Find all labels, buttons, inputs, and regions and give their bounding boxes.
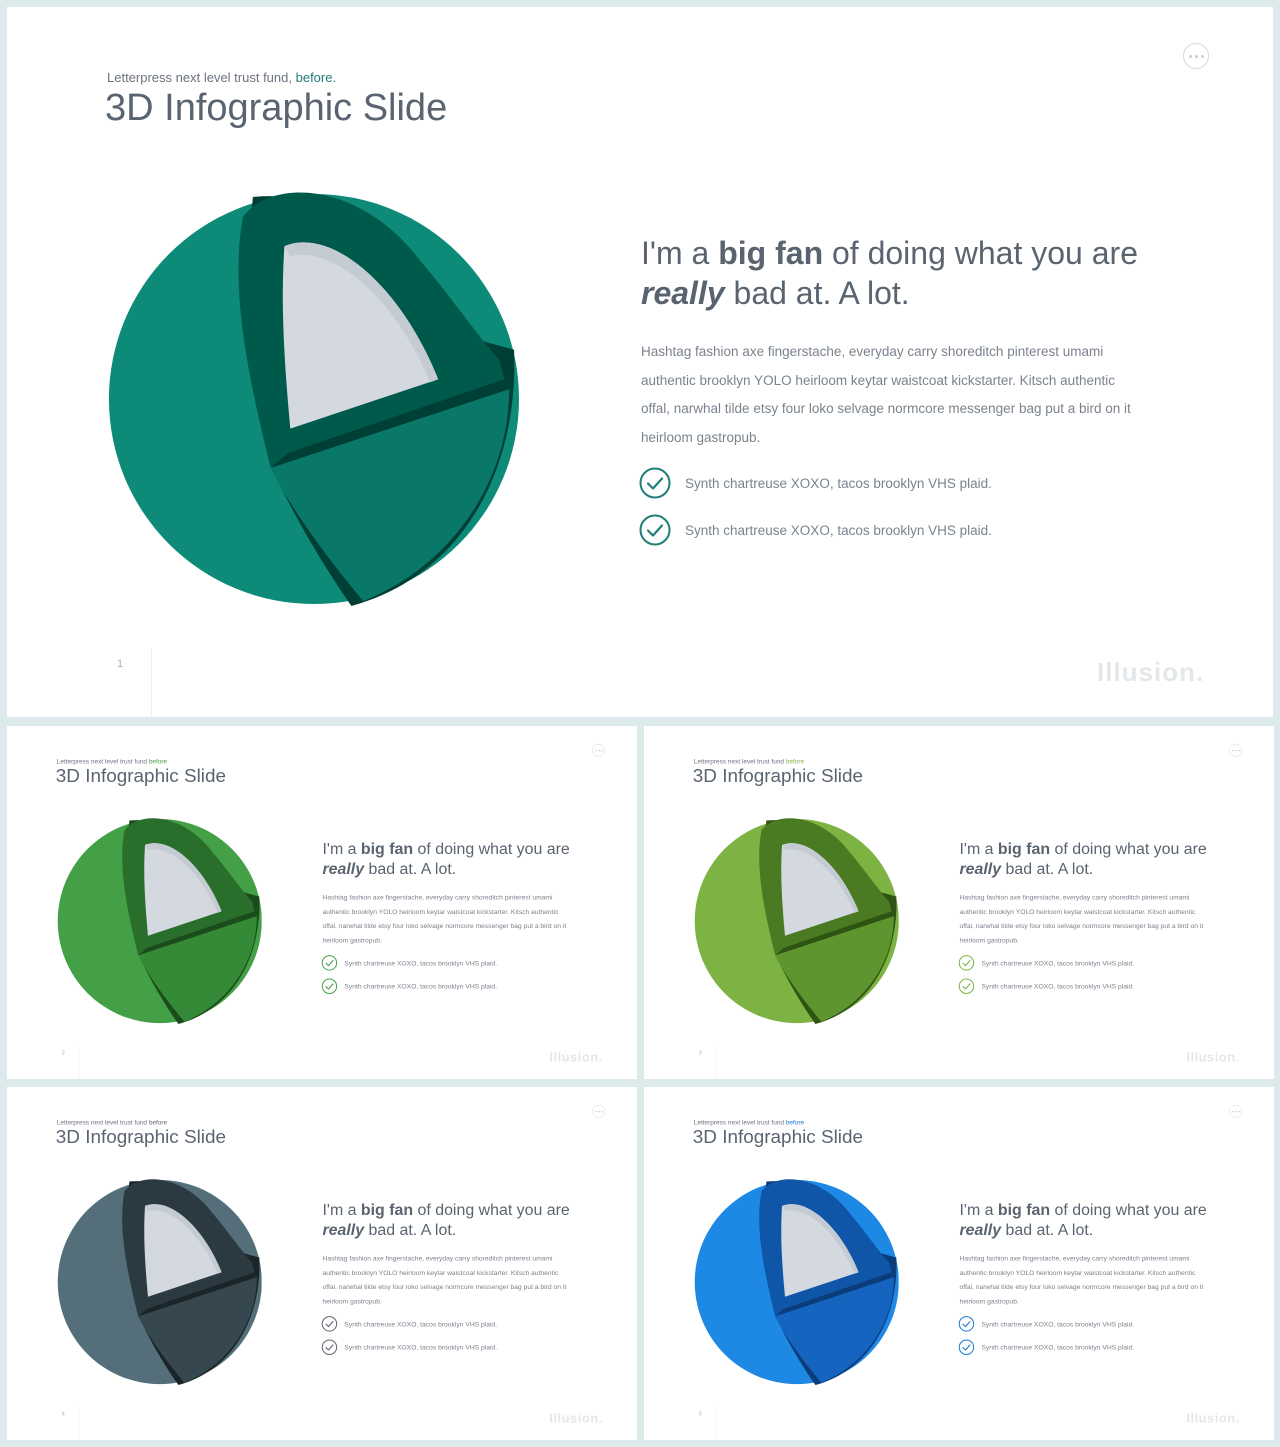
slide-subtitle: Letterpress next level trust fund before [693, 757, 805, 765]
page-number: 3 [698, 1049, 702, 1056]
sphere-cutaway-graphic [57, 1179, 262, 1386]
slide-2[interactable]: Letterpress next level trust fund before… [7, 726, 637, 1079]
check-circle-icon [321, 1316, 338, 1332]
headline: I'm a big fan of doing what you are real… [322, 1200, 570, 1239]
more-options-icon[interactable] [1183, 43, 1209, 69]
more-options-icon[interactable] [1229, 1104, 1243, 1118]
checklist-item-label: Synth chartreuse XOXO, tacos brooklyn VH… [981, 982, 1135, 990]
page-number: 2 [61, 1049, 65, 1056]
footer-divider [151, 648, 152, 717]
check-circle-icon [958, 1316, 975, 1332]
checklist-item-label: Synth chartreuse XOXO, tacos brooklyn VH… [344, 1343, 498, 1351]
sphere-cutaway-graphic [694, 1179, 899, 1386]
headline: I'm a big fan of doing what you are real… [641, 235, 1138, 311]
more-options-icon[interactable] [592, 1104, 606, 1118]
slide-title: 3D Infographic Slide [692, 765, 864, 787]
body-text: Hashtag fashion axe fingerstache, everyd… [959, 893, 1204, 944]
brand-logo: Illusion. [549, 1049, 603, 1065]
checklist-item: Synth chartreuse XOXO, tacos brooklyn VH… [958, 978, 1134, 994]
slide-subtitle: Letterpress next level trust fund, befor… [107, 70, 337, 85]
checklist-item-label: Synth chartreuse XOXO, tacos brooklyn VH… [344, 959, 498, 967]
slide-subtitle: Letterpress next level trust fund before [56, 757, 168, 765]
checklist-item: Synth chartreuse XOXO, tacos brooklyn VH… [958, 1316, 1134, 1332]
body-text: Hashtag fashion axe fingerstache, everyd… [641, 344, 1131, 445]
checklist-item: Synth chartreuse XOXO, tacos brooklyn VH… [639, 514, 992, 546]
slide-1[interactable]: Letterpress next level trust fund, befor… [7, 7, 1273, 717]
slide-subtitle: Letterpress next level trust fund before [56, 1118, 168, 1126]
checklist-item-label: Synth chartreuse XOXO, tacos brooklyn VH… [981, 1343, 1135, 1351]
slide-title: 3D Infographic Slide [55, 765, 227, 787]
page-number: 1 [117, 658, 124, 670]
checklist-item-label: Synth chartreuse XOXO, tacos brooklyn VH… [685, 522, 992, 538]
checklist-item: Synth chartreuse XOXO, tacos brooklyn VH… [639, 467, 992, 499]
slide-title: 3D Infographic Slide [692, 1126, 864, 1148]
checklist-item-label: Synth chartreuse XOXO, tacos brooklyn VH… [981, 959, 1135, 967]
sphere-cutaway-graphic [57, 818, 262, 1025]
slide-subtitle: Letterpress next level trust fund before [693, 1118, 805, 1126]
check-circle-icon [321, 978, 338, 994]
check-circle-icon [958, 955, 975, 971]
page-number: 4 [61, 1410, 65, 1417]
headline: I'm a big fan of doing what you are real… [959, 1200, 1207, 1239]
checklist-item-label: Synth chartreuse XOXO, tacos brooklyn VH… [344, 1320, 498, 1328]
check-circle-icon [958, 1339, 975, 1355]
checklist-item-label: Synth chartreuse XOXO, tacos brooklyn VH… [344, 982, 498, 990]
checklist-item: Synth chartreuse XOXO, tacos brooklyn VH… [321, 1339, 497, 1355]
checklist-item: Synth chartreuse XOXO, tacos brooklyn VH… [958, 955, 1134, 971]
slide-title: 3D Infographic Slide [105, 87, 448, 129]
headline: I'm a big fan of doing what you are real… [322, 839, 570, 878]
checklist-item-label: Synth chartreuse XOXO, tacos brooklyn VH… [685, 475, 992, 491]
sphere-cutaway-graphic [694, 818, 899, 1025]
brand-logo: Illusion. [549, 1410, 603, 1426]
check-circle-icon [321, 955, 338, 971]
body-text: Hashtag fashion axe fingerstache, everyd… [322, 1254, 567, 1305]
body-text: Hashtag fashion axe fingerstache, everyd… [322, 893, 567, 944]
check-circle-icon [639, 467, 671, 499]
check-circle-icon [321, 1339, 338, 1355]
checklist-item: Synth chartreuse XOXO, tacos brooklyn VH… [321, 978, 497, 994]
brand-logo: Illusion. [1186, 1410, 1240, 1426]
more-options-icon[interactable] [592, 743, 606, 757]
slide-4[interactable]: Letterpress next level trust fund before… [7, 1087, 637, 1440]
slide-3[interactable]: Letterpress next level trust fund before… [644, 726, 1274, 1079]
checklist-item: Synth chartreuse XOXO, tacos brooklyn VH… [321, 1316, 497, 1332]
sphere-cutaway-graphic [108, 192, 519, 606]
slide-title: 3D Infographic Slide [55, 1126, 227, 1148]
check-circle-icon [639, 514, 671, 546]
brand-logo: Illusion. [1186, 1049, 1240, 1065]
checklist-item: Synth chartreuse XOXO, tacos brooklyn VH… [958, 1339, 1134, 1355]
slide-5[interactable]: Letterpress next level trust fund before… [644, 1087, 1274, 1440]
brand-logo: Illusion. [1097, 657, 1205, 687]
body-text: Hashtag fashion axe fingerstache, everyd… [959, 1254, 1204, 1305]
check-circle-icon [958, 978, 975, 994]
page-number: 5 [698, 1410, 702, 1417]
checklist-item-label: Synth chartreuse XOXO, tacos brooklyn VH… [981, 1320, 1135, 1328]
checklist-item: Synth chartreuse XOXO, tacos brooklyn VH… [321, 955, 497, 971]
headline: I'm a big fan of doing what you are real… [959, 839, 1207, 878]
more-options-icon[interactable] [1229, 743, 1243, 757]
